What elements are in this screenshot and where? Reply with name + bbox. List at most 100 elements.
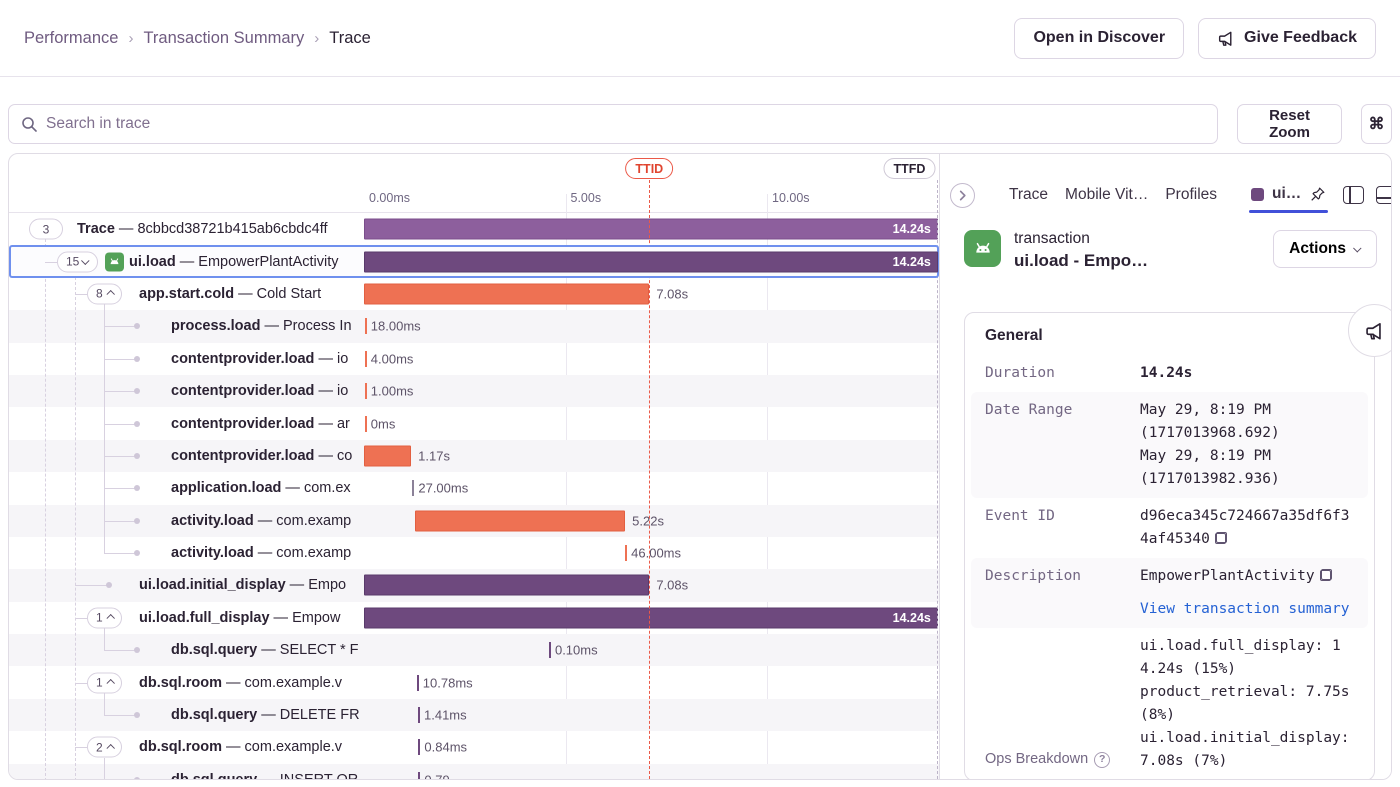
span-label[interactable]: contentprovider.load — co: [171, 448, 352, 464]
give-feedback-button[interactable]: Give Feedback: [1198, 17, 1376, 59]
trace-row[interactable]: contentprovider.load — io 1.00ms: [9, 374, 939, 408]
actions-button[interactable]: Actions: [1273, 230, 1377, 268]
reset-zoom-button[interactable]: Reset Zoom: [1237, 104, 1343, 144]
span-name-cell[interactable]: 2 db.sql.room — com.example.v: [9, 731, 364, 763]
child-count-pill[interactable]: 2: [87, 736, 122, 758]
trace-row[interactable]: db.sql.query — DELETE FR 1.41ms: [9, 698, 939, 732]
span-label[interactable]: ui.load.full_display — Empow: [139, 610, 340, 626]
dock-left-icon[interactable]: [1343, 186, 1365, 204]
span-tick[interactable]: [412, 480, 415, 497]
dock-bottom-icon[interactable]: [1376, 186, 1391, 204]
span-name-cell[interactable]: 1 db.sql.room — com.example.v: [9, 666, 364, 698]
span-tick[interactable]: [548, 642, 551, 659]
span-name-cell[interactable]: db.sql.query — SELECT * F: [9, 634, 364, 666]
span-label[interactable]: Trace — 8cbbcd38721b415ab6cbdc4ff: [77, 221, 327, 237]
span-name-cell[interactable]: activity.load — com.examp: [9, 505, 364, 537]
trace-row[interactable]: db.sql.query — SELECT * F 0.10ms: [9, 634, 939, 667]
trace-row[interactable]: 2 db.sql.room — com.example.v 0.84ms: [9, 731, 939, 763]
search-input[interactable]: [46, 115, 1205, 133]
command-shortcut-button[interactable]: ⌘: [1361, 104, 1392, 144]
trace-row[interactable]: contentprovider.load — co 1.17s: [9, 439, 939, 473]
span-name-cell[interactable]: db.sql.query — INSERT OR: [9, 764, 364, 779]
trace-row[interactable]: 1 ui.load.full_display — Empow 14.24s: [9, 602, 939, 634]
span-name-cell[interactable]: 3 Trace — 8cbbcd38721b415ab6cbdc4ff: [9, 213, 364, 245]
trace-row[interactable]: contentprovider.load — ar 0ms: [9, 407, 939, 439]
child-count-pill[interactable]: 1: [87, 607, 122, 629]
span-label[interactable]: activity.load — com.examp: [171, 513, 351, 529]
view-transaction-summary-link[interactable]: View transaction summary: [1140, 601, 1350, 617]
span-tick[interactable]: [364, 350, 367, 367]
span-name-cell[interactable]: 8 app.start.cold — Cold Start: [9, 278, 364, 310]
span-label[interactable]: ui.load — EmpowerPlantActivity: [129, 254, 339, 270]
span-tick[interactable]: [625, 545, 628, 562]
tab-profiles[interactable]: Profiles: [1165, 186, 1218, 203]
span-name-cell[interactable]: contentprovider.load — io: [9, 343, 364, 375]
trace-row[interactable]: activity.load — com.examp 46.00ms: [9, 537, 939, 569]
span-duration-bar[interactable]: [364, 574, 650, 596]
span-label[interactable]: contentprovider.load — io: [171, 383, 348, 399]
span-label[interactable]: app.start.cold — Cold Start: [139, 286, 321, 302]
span-label[interactable]: process.load — Process In: [171, 318, 352, 334]
span-name-cell[interactable]: contentprovider.load — co: [9, 440, 364, 472]
ttfd-badge[interactable]: TTFD: [883, 158, 936, 179]
span-tick[interactable]: [364, 318, 367, 335]
span-label[interactable]: db.sql.query — SELECT * F: [171, 642, 358, 658]
span-tick[interactable]: [418, 739, 421, 756]
copy-icon[interactable]: [1319, 569, 1332, 581]
span-name-cell[interactable]: 15 ui.load — EmpowerPlantActivity: [9, 245, 364, 277]
child-count-pill[interactable]: 8: [87, 283, 122, 305]
trace-row[interactable]: 15 ui.load — EmpowerPlantActivity 14.24s: [9, 245, 939, 278]
open-in-discover-button[interactable]: Open in Discover: [1014, 17, 1185, 59]
span-duration-bar[interactable]: [364, 607, 938, 629]
span-name-cell[interactable]: application.load — com.ex: [9, 472, 364, 504]
span-label[interactable]: ui.load.initial_display — Empo: [139, 577, 346, 593]
span-duration-bar[interactable]: [414, 510, 626, 532]
span-duration-bar[interactable]: [364, 445, 412, 467]
copy-icon[interactable]: [1214, 532, 1227, 544]
span-label[interactable]: activity.load — com.examp: [171, 545, 351, 561]
tab-ui-load-active[interactable]: ui…: [1249, 185, 1329, 213]
span-name-cell[interactable]: db.sql.query — DELETE FR: [9, 699, 364, 731]
span-name-cell[interactable]: 1 ui.load.full_display — Empow: [9, 602, 364, 634]
span-duration-bar[interactable]: [364, 218, 938, 240]
span-duration-bar[interactable]: [364, 283, 650, 305]
span-label[interactable]: contentprovider.load — io: [171, 351, 348, 367]
trace-row[interactable]: process.load — Process In 18.00ms: [9, 310, 939, 343]
span-name-cell[interactable]: ui.load.initial_display — Empo: [9, 569, 364, 601]
ttid-badge[interactable]: TTID: [625, 158, 674, 179]
span-tick[interactable]: [416, 674, 419, 691]
trace-row[interactable]: 1 db.sql.room — com.example.v 10.78ms: [9, 666, 939, 698]
trace-row[interactable]: contentprovider.load — io 4.00ms: [9, 343, 939, 375]
span-label[interactable]: db.sql.room — com.example.v: [139, 675, 342, 691]
trace-row[interactable]: application.load — com.ex 27.00ms: [9, 472, 939, 504]
trace-row[interactable]: activity.load — com.examp 5.22s: [9, 504, 939, 537]
feedback-fab-button[interactable]: [1348, 304, 1391, 357]
trace-row[interactable]: 3 Trace — 8cbbcd38721b415ab6cbdc4ff 14.24s: [9, 213, 939, 245]
trace-row[interactable]: 8 app.start.cold — Cold Start 7.08s: [9, 278, 939, 310]
span-tick[interactable]: [418, 707, 420, 724]
child-count-pill[interactable]: 3: [29, 218, 63, 240]
collapse-drawer-button[interactable]: [950, 182, 975, 208]
tab-mobile-vitals[interactable]: Mobile Vit…: [1065, 186, 1149, 203]
span-label[interactable]: application.load — com.ex: [171, 480, 351, 496]
span-tick[interactable]: [418, 771, 421, 779]
span-tick[interactable]: [364, 415, 367, 432]
span-name-cell[interactable]: contentprovider.load — io: [9, 375, 364, 407]
breadcrumb-transaction-summary[interactable]: Transaction Summary: [143, 28, 305, 47]
child-count-pill[interactable]: 1: [87, 672, 122, 694]
span-label[interactable]: contentprovider.load — ar: [171, 416, 350, 432]
search-box[interactable]: [8, 104, 1218, 144]
trace-row[interactable]: db.sql.query — INSERT OR 0.79: [9, 763, 939, 779]
span-name-cell[interactable]: process.load — Process In: [9, 310, 364, 342]
help-icon[interactable]: ?: [1094, 751, 1111, 768]
trace-row[interactable]: ui.load.initial_display — Empo 7.08s: [9, 569, 939, 602]
breadcrumb-performance[interactable]: Performance: [24, 28, 119, 47]
span-label[interactable]: db.sql.query — INSERT OR: [171, 772, 358, 779]
tab-trace[interactable]: Trace: [1009, 186, 1049, 203]
span-duration-bar[interactable]: [364, 251, 938, 273]
span-label[interactable]: db.sql.room — com.example.v: [139, 739, 342, 755]
pin-icon[interactable]: [1309, 186, 1326, 203]
span-name-cell[interactable]: contentprovider.load — ar: [9, 407, 364, 439]
child-count-pill[interactable]: 15: [57, 251, 99, 273]
span-tick[interactable]: [364, 383, 367, 400]
